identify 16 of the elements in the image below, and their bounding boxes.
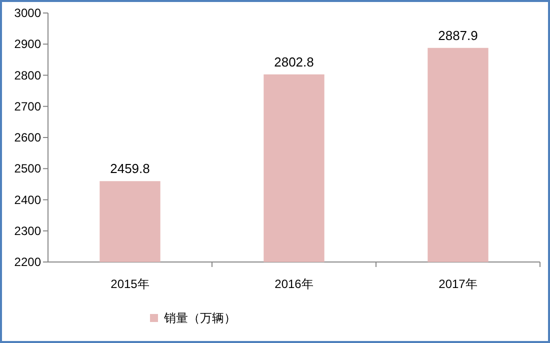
- y-tick-label: 2400: [14, 192, 42, 207]
- x-tick-label: 2015年: [110, 277, 150, 291]
- data-label: 2459.8: [110, 161, 150, 176]
- legend-label: 销量（万辆）: [163, 311, 236, 325]
- y-tick-label: 3000: [14, 6, 42, 20]
- y-tick-label: 2900: [14, 37, 42, 52]
- data-label: 2887.9: [438, 28, 478, 43]
- data-label: 2802.8: [274, 54, 314, 70]
- x-tick-label: 2017年: [438, 277, 478, 291]
- y-tick-label: 2700: [14, 99, 42, 114]
- y-tick-label: 2200: [14, 255, 42, 269]
- x-tick-label: 2016年: [274, 277, 314, 291]
- y-tick-label: 2800: [14, 68, 42, 82]
- y-tick-label: 2300: [14, 224, 42, 238]
- y-tick-label: 2600: [14, 130, 42, 144]
- y-tick-label: 2500: [14, 162, 42, 176]
